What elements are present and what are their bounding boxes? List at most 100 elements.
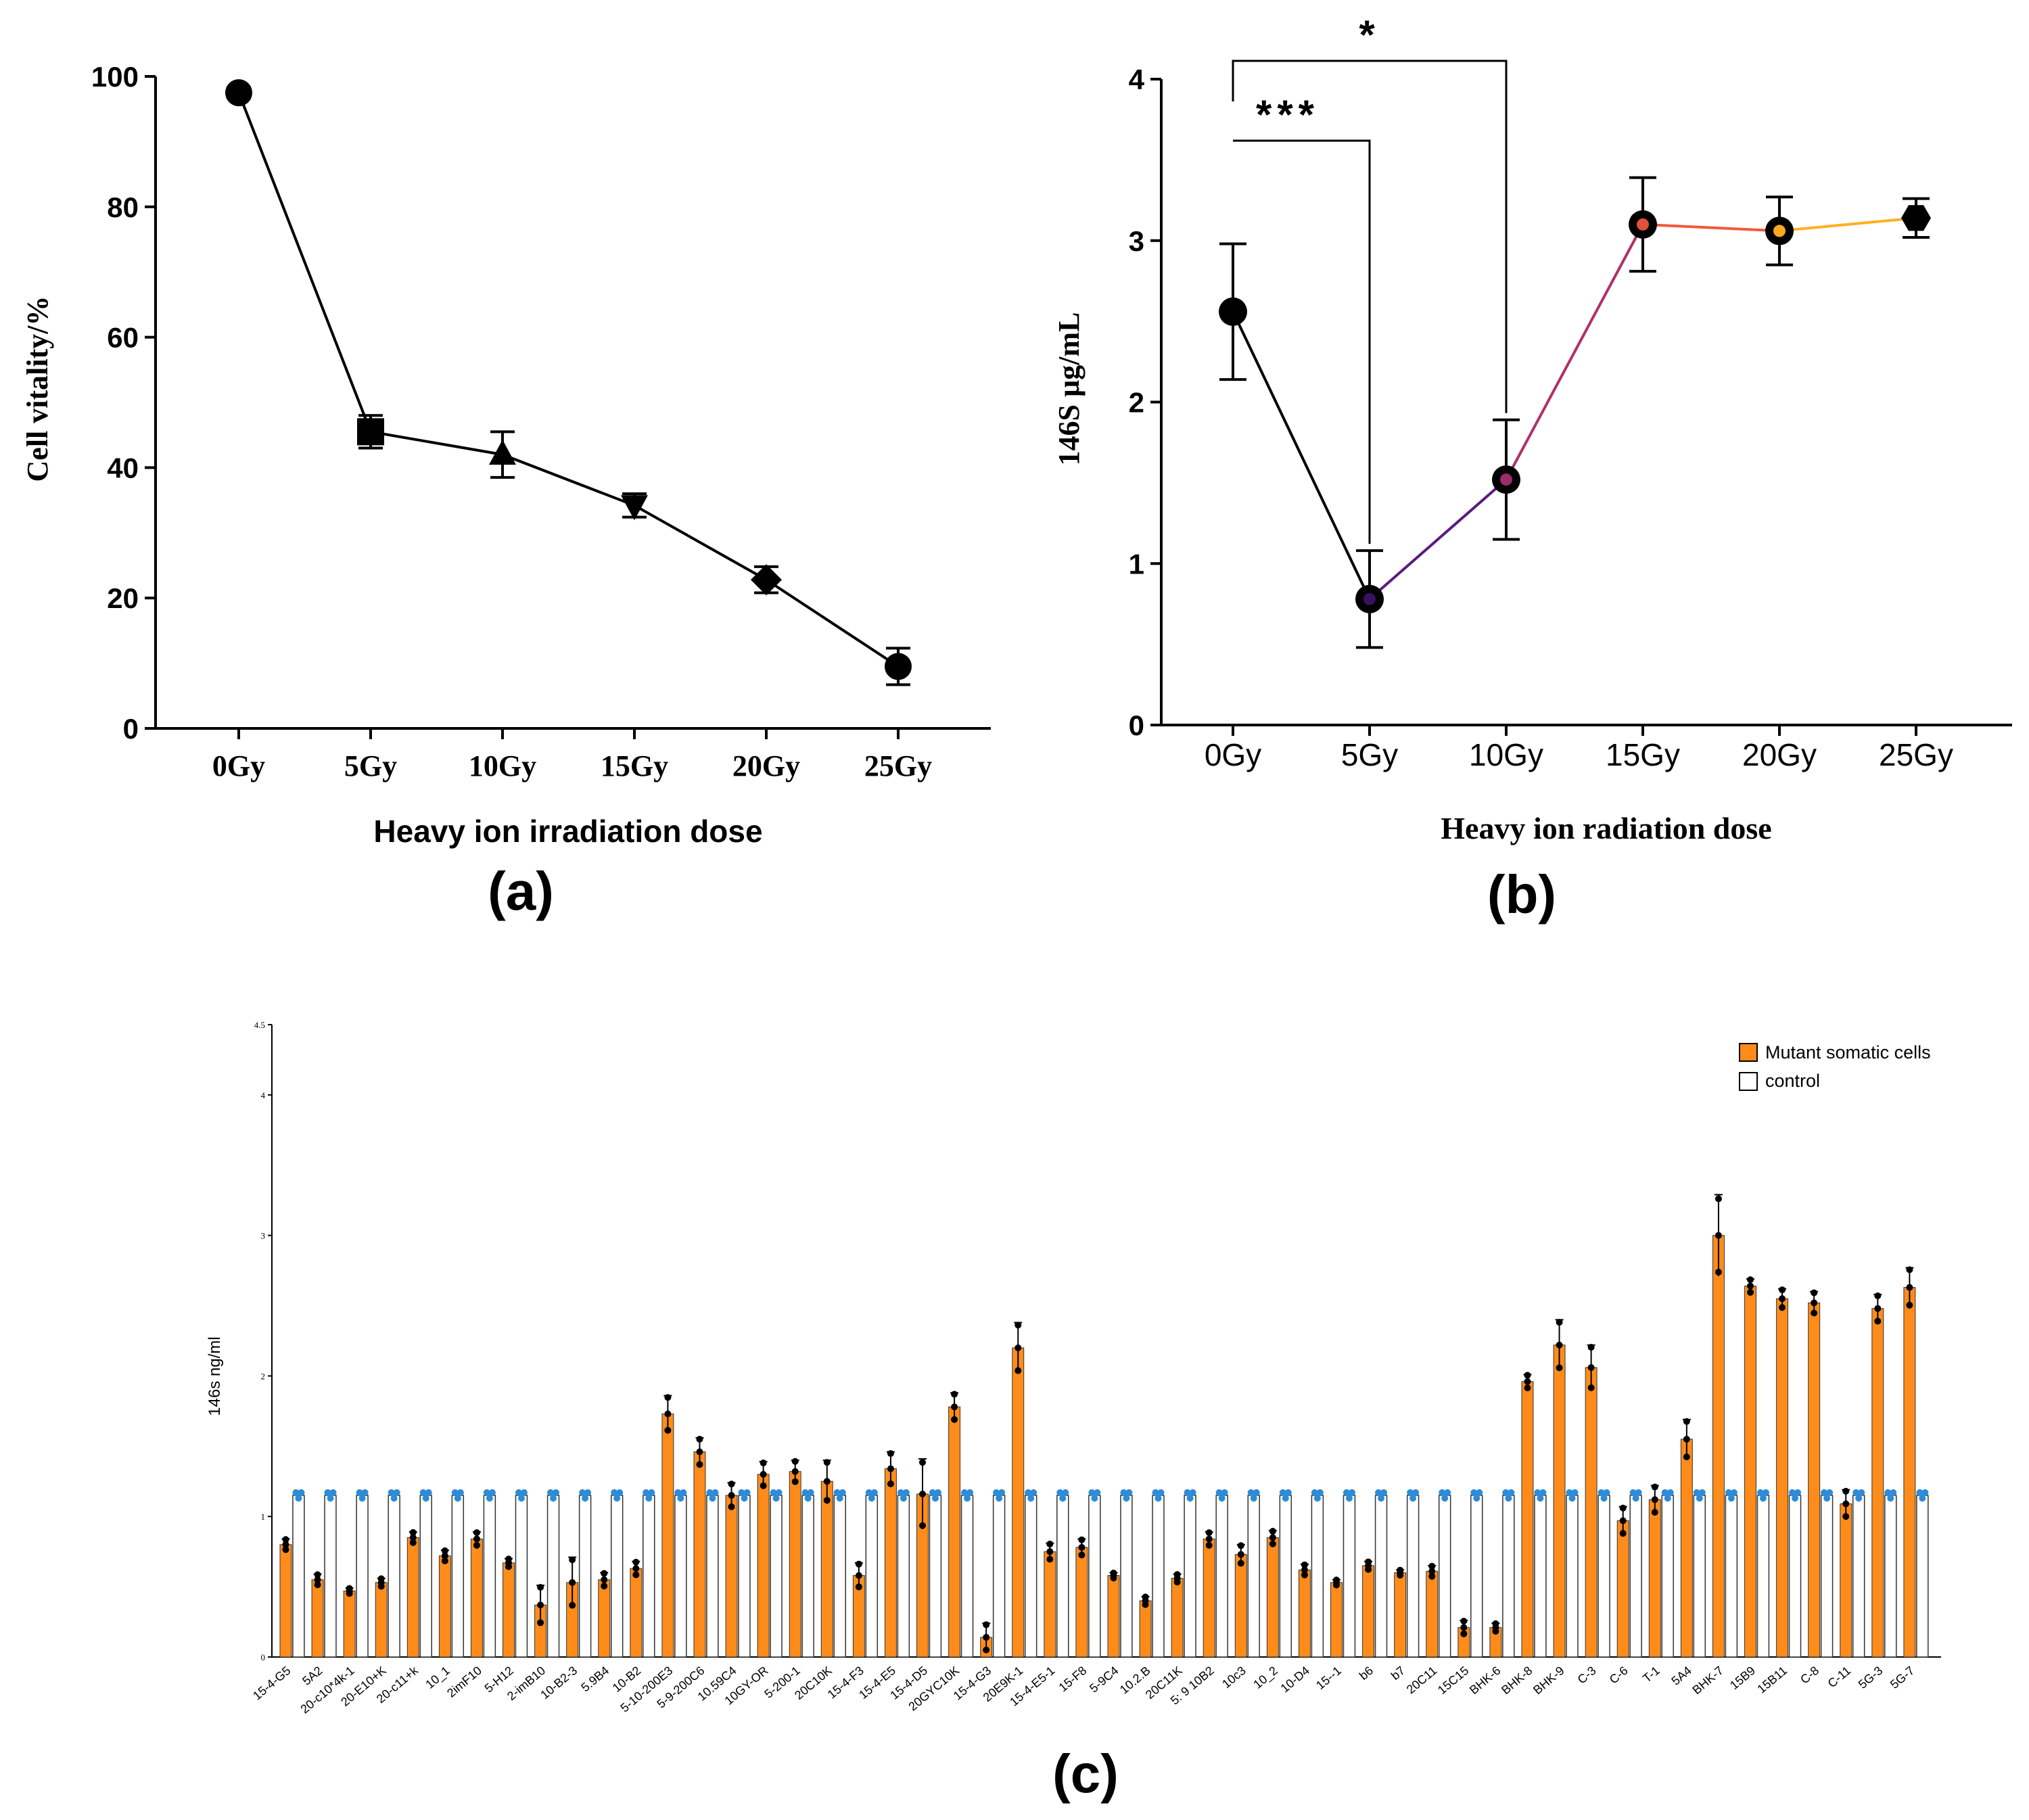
control-replicate-dot bbox=[1186, 1495, 1194, 1502]
panel-c-x-tick-label: 5.9B4 bbox=[578, 1664, 611, 1695]
control-replicate-dot bbox=[422, 1495, 429, 1502]
control-bar bbox=[1693, 1495, 1706, 1658]
control-bar bbox=[1502, 1495, 1515, 1658]
control-replicate-dot bbox=[390, 1495, 398, 1502]
control-bar bbox=[801, 1495, 814, 1658]
mutant-bar bbox=[470, 1538, 483, 1658]
control-replicate-dot bbox=[1794, 1489, 1802, 1496]
control-replicate-dot bbox=[839, 1489, 846, 1496]
panel-c-label: (c) bbox=[1052, 1744, 1119, 1804]
mutant-replicate-dot bbox=[632, 1558, 640, 1566]
mutant-replicate-dot bbox=[346, 1590, 353, 1597]
mutant-replicate-dot bbox=[728, 1480, 735, 1488]
panel-c-x-tick-label: 2imF10 bbox=[444, 1664, 484, 1700]
panel-a-x-tick-label: 20Gy bbox=[732, 749, 800, 783]
control-replicate-dot bbox=[1568, 1495, 1576, 1502]
panel-b-series-segment bbox=[1368, 478, 1508, 601]
control-replicate-dot bbox=[1056, 1489, 1064, 1496]
mutant-replicate-dot bbox=[919, 1459, 927, 1466]
mutant-replicate-dot bbox=[1269, 1528, 1276, 1535]
control-replicate-dot bbox=[1921, 1489, 1929, 1496]
control-replicate-dot bbox=[807, 1489, 814, 1496]
panel-c-x-tick-label: 5G-3 bbox=[1856, 1664, 1886, 1691]
panel-c-x-tick-label: 15--1 bbox=[1313, 1664, 1344, 1692]
control-bar bbox=[1852, 1495, 1865, 1658]
control-bar bbox=[1406, 1495, 1420, 1658]
control-replicate-dot bbox=[1221, 1489, 1228, 1496]
mutant-replicate-dot bbox=[1651, 1483, 1658, 1491]
panel-c-y-tick-label: 2 bbox=[261, 1371, 266, 1381]
control-replicate-dot bbox=[998, 1489, 1006, 1496]
mutant-replicate-dot bbox=[855, 1560, 862, 1568]
control-bar bbox=[1088, 1495, 1101, 1658]
control-replicate-dot bbox=[579, 1489, 586, 1496]
control-replicate-dot bbox=[356, 1489, 363, 1496]
control-bar bbox=[1725, 1495, 1738, 1658]
control-bar bbox=[546, 1495, 560, 1658]
control-replicate-dot bbox=[934, 1489, 941, 1496]
panel-a-x-tick-label: 15Gy bbox=[601, 749, 668, 783]
mutant-bar bbox=[1298, 1569, 1311, 1658]
control-bar bbox=[1215, 1495, 1228, 1658]
panel-c-x-tick-label: BHK-9 bbox=[1531, 1664, 1566, 1697]
control-replicate-dot bbox=[613, 1495, 621, 1502]
control-replicate-dot bbox=[1508, 1489, 1515, 1496]
mutant-replicate-dot bbox=[601, 1576, 608, 1583]
control-replicate-dot bbox=[1597, 1489, 1605, 1496]
mutant-replicate-dot bbox=[1397, 1572, 1404, 1579]
control-bar bbox=[1120, 1495, 1133, 1658]
mutant-bar bbox=[1362, 1565, 1375, 1658]
mutant-replicate-dot bbox=[887, 1450, 894, 1457]
mutant-replicate-dot bbox=[569, 1579, 576, 1586]
panel-b-point bbox=[1219, 297, 1247, 326]
control-replicate-dot bbox=[801, 1489, 809, 1496]
panel-a-x-tick-label: 0Gy bbox=[212, 749, 265, 783]
mutant-replicate-dot bbox=[919, 1522, 927, 1529]
panel-b-significance-bracket bbox=[1233, 139, 1371, 544]
control-bar bbox=[1343, 1495, 1356, 1658]
mutant-replicate-dot bbox=[1747, 1288, 1754, 1296]
control-replicate-dot bbox=[743, 1489, 751, 1496]
mutant-replicate-dot bbox=[983, 1646, 990, 1654]
panel-b-series-segment bbox=[1232, 310, 1371, 600]
mutant-replicate-dot bbox=[601, 1583, 608, 1590]
control-replicate-dot bbox=[1218, 1495, 1226, 1502]
mutant-bar bbox=[1139, 1600, 1152, 1658]
panel-a-label: (a) bbox=[488, 861, 554, 921]
mutant-replicate-dot bbox=[473, 1535, 480, 1543]
control-replicate-dot bbox=[1919, 1495, 1926, 1502]
control-replicate-dot bbox=[1698, 1489, 1706, 1496]
panel-c-x-tick-label: b7 bbox=[1389, 1664, 1407, 1683]
control-replicate-dot bbox=[1762, 1489, 1769, 1496]
control-replicate-dot bbox=[1253, 1489, 1260, 1496]
mutant-replicate-dot bbox=[1683, 1418, 1690, 1425]
panel-a-y-tick-label: 60 bbox=[107, 322, 139, 354]
control-replicate-dot bbox=[1409, 1495, 1417, 1502]
control-replicate-dot bbox=[996, 1495, 1003, 1502]
panel-b-x-tick-label: 10Gy bbox=[1469, 737, 1543, 772]
mutant-replicate-dot bbox=[1874, 1317, 1882, 1325]
mutant-bar bbox=[1585, 1367, 1597, 1658]
panel-b: 146S µg/mL Heavy ion radiation dose (b) … bbox=[1052, 12, 2012, 925]
mutant-replicate-dot bbox=[537, 1602, 544, 1609]
mutant-replicate-dot bbox=[1715, 1268, 1722, 1276]
control-replicate-dot bbox=[611, 1489, 618, 1496]
panel-b-x-tick-label: 15Gy bbox=[1606, 737, 1680, 772]
control-replicate-dot bbox=[1884, 1489, 1892, 1496]
control-bar bbox=[833, 1495, 846, 1658]
mutant-bar bbox=[1840, 1503, 1852, 1658]
control-bar bbox=[1820, 1495, 1834, 1658]
panel-c-x-tick-label: BHK-6 bbox=[1467, 1664, 1503, 1697]
legend-label-mutant: Mutant somatic cells bbox=[1765, 1042, 1931, 1063]
mutant-replicate-dot bbox=[760, 1482, 767, 1489]
control-bar bbox=[1756, 1495, 1770, 1658]
mutant-replicate-dot bbox=[1651, 1496, 1658, 1503]
mutant-replicate-dot bbox=[1428, 1562, 1436, 1570]
mutant-replicate-dot bbox=[1237, 1560, 1244, 1567]
mutant-bar bbox=[1203, 1538, 1215, 1658]
mutant-replicate-dot bbox=[282, 1536, 289, 1543]
control-replicate-dot bbox=[1476, 1489, 1483, 1496]
control-replicate-dot bbox=[1247, 1489, 1255, 1496]
control-replicate-dot bbox=[327, 1495, 334, 1502]
mutant-bar bbox=[1012, 1347, 1025, 1658]
